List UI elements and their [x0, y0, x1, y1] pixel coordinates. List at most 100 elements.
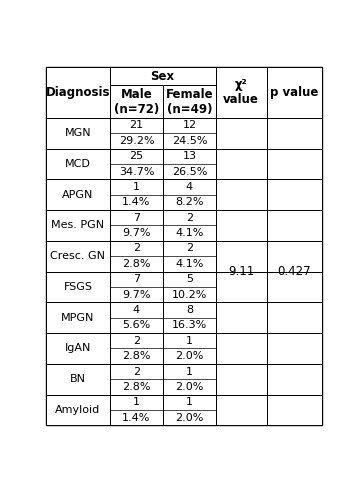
Bar	[109, 179, 163, 210]
Bar	[109, 241, 163, 272]
Bar	[109, 302, 163, 333]
Text: 34.7%: 34.7%	[119, 167, 154, 177]
Text: 2.8%: 2.8%	[122, 351, 151, 361]
Bar	[46, 241, 109, 272]
Text: 2.8%: 2.8%	[122, 259, 151, 269]
Bar	[163, 333, 216, 364]
Text: 16.3%: 16.3%	[172, 320, 207, 330]
Bar	[267, 395, 322, 425]
Bar	[216, 364, 267, 395]
Text: Amyloid: Amyloid	[55, 405, 101, 415]
Bar	[163, 118, 216, 148]
Bar	[163, 302, 216, 333]
Text: χ²
value: χ² value	[223, 78, 259, 106]
Text: 10.2%: 10.2%	[172, 289, 207, 300]
Bar	[46, 210, 109, 241]
Text: 2: 2	[133, 243, 140, 253]
Text: 29.2%: 29.2%	[119, 136, 154, 146]
Text: MGN: MGN	[65, 128, 91, 138]
Text: 8: 8	[186, 305, 193, 315]
Bar	[46, 395, 109, 425]
Bar	[216, 333, 267, 364]
Bar	[216, 395, 267, 425]
Text: 1: 1	[186, 336, 193, 346]
Bar	[46, 179, 109, 210]
Bar	[216, 210, 267, 241]
Bar	[109, 395, 163, 425]
Text: 24.5%: 24.5%	[172, 136, 207, 146]
Text: 13: 13	[182, 151, 196, 161]
Bar	[216, 241, 267, 272]
Bar	[267, 272, 322, 302]
Bar	[109, 210, 163, 241]
Text: 7: 7	[133, 213, 140, 223]
Text: 4.1%: 4.1%	[175, 259, 204, 269]
Bar	[216, 67, 267, 118]
Bar	[216, 302, 267, 333]
Bar	[216, 148, 267, 179]
Bar	[46, 302, 109, 333]
Bar	[109, 85, 163, 118]
Bar	[267, 210, 322, 241]
Bar	[46, 333, 109, 364]
Text: 2.0%: 2.0%	[175, 382, 204, 392]
Text: 9.7%: 9.7%	[122, 289, 151, 300]
Text: p value: p value	[270, 86, 318, 99]
Bar	[267, 118, 322, 148]
Text: 5.6%: 5.6%	[122, 320, 150, 330]
Text: 0.427: 0.427	[278, 265, 311, 278]
Bar	[109, 67, 216, 85]
Text: 2.8%: 2.8%	[122, 382, 151, 392]
Text: 1: 1	[133, 182, 140, 192]
Bar	[216, 118, 267, 148]
Bar	[109, 364, 163, 395]
Bar	[46, 118, 109, 148]
Bar	[163, 210, 216, 241]
Text: 2: 2	[186, 243, 193, 253]
Text: APGN: APGN	[62, 190, 94, 200]
Text: Female
(n=49): Female (n=49)	[166, 88, 213, 116]
Bar	[163, 85, 216, 118]
Text: 4: 4	[133, 305, 140, 315]
Text: 1: 1	[186, 397, 193, 408]
Text: IgAN: IgAN	[65, 344, 91, 353]
Bar	[267, 179, 322, 210]
Text: 21: 21	[129, 120, 144, 131]
Text: 1: 1	[186, 367, 193, 376]
Text: 2: 2	[133, 336, 140, 346]
Text: 4.1%: 4.1%	[175, 228, 204, 238]
Text: 7: 7	[133, 274, 140, 284]
Bar	[46, 272, 109, 302]
Bar	[163, 272, 216, 302]
Text: 1: 1	[133, 397, 140, 408]
Bar	[109, 333, 163, 364]
Bar	[109, 148, 163, 179]
Text: 1.4%: 1.4%	[122, 197, 151, 207]
Bar	[216, 272, 267, 302]
Text: FSGS: FSGS	[64, 282, 92, 292]
Text: 4: 4	[186, 182, 193, 192]
Text: Cresc. GN: Cresc. GN	[51, 251, 106, 261]
Text: 26.5%: 26.5%	[172, 167, 207, 177]
Text: MPGN: MPGN	[61, 312, 95, 323]
Bar	[109, 118, 163, 148]
Bar	[267, 241, 322, 272]
Bar	[267, 67, 322, 118]
Bar	[163, 241, 216, 272]
Text: Diagnosis: Diagnosis	[46, 86, 110, 99]
Bar	[46, 364, 109, 395]
Text: 2: 2	[186, 213, 193, 223]
Text: 8.2%: 8.2%	[175, 197, 204, 207]
Bar	[267, 364, 322, 395]
Bar	[109, 272, 163, 302]
Text: 2.0%: 2.0%	[175, 351, 204, 361]
Bar	[163, 179, 216, 210]
Text: Mes. PGN: Mes. PGN	[51, 220, 104, 230]
Bar	[163, 395, 216, 425]
Bar	[267, 333, 322, 364]
Bar	[267, 302, 322, 333]
Text: MCD: MCD	[65, 159, 91, 169]
Text: Sex: Sex	[150, 70, 175, 83]
Text: 2.0%: 2.0%	[175, 413, 204, 423]
Text: 9.11: 9.11	[228, 265, 254, 278]
